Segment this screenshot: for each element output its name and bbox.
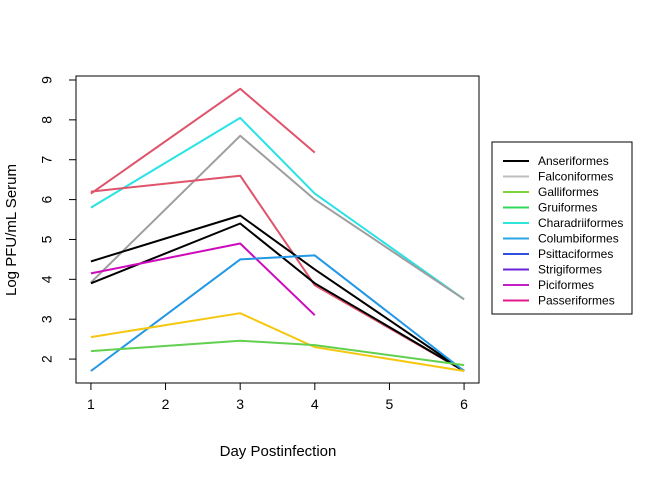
x-axis: 1 2 3 4 5 6 <box>87 382 468 412</box>
y-tick-label: 4 <box>39 275 55 283</box>
legend-item-label: Psittaciformes <box>538 247 613 261</box>
series-line-5 <box>90 214 465 372</box>
series-line-2 <box>90 116 465 301</box>
series-line-1 <box>90 87 316 195</box>
legend-item-label: Galliformes <box>538 185 599 199</box>
x-axis-title: Day Postinfection <box>220 443 337 460</box>
x-tick-label: 4 <box>311 396 319 412</box>
legend-item-label: Charadriiformes <box>538 216 623 230</box>
legend-item-label: Anseriformes <box>538 154 609 168</box>
y-tick-label: 6 <box>39 195 55 203</box>
series-line-7 <box>90 242 316 316</box>
y-tick-label: 9 <box>39 76 55 84</box>
y-axis: 2 3 4 5 6 7 8 9 <box>39 76 77 363</box>
x-tick-label: 3 <box>236 396 244 412</box>
y-tick-label: 3 <box>39 315 55 323</box>
series-line-4 <box>90 174 465 372</box>
y-tick-label: 8 <box>39 116 55 124</box>
y-tick-label: 7 <box>39 156 55 164</box>
series-line-9 <box>90 312 465 372</box>
series-line-6 <box>90 222 465 372</box>
legend-item-label: Piciformes <box>538 278 594 292</box>
y-tick-label: 5 <box>39 235 55 243</box>
series-lines-layer <box>90 87 465 372</box>
x-tick-label: 2 <box>162 396 170 412</box>
x-tick-label: 1 <box>87 396 95 412</box>
y-tick-label: 2 <box>39 355 55 363</box>
series-line-3 <box>90 134 465 301</box>
y-axis-title: Log PFU/mL Serum <box>3 164 20 296</box>
legend-item-label: Passeriformes <box>538 294 615 308</box>
legend-item-label: Strigiformes <box>538 263 602 277</box>
series-line-8 <box>90 254 465 372</box>
legend-item-label: Falconiformes <box>538 170 613 184</box>
x-tick-label: 6 <box>460 396 468 412</box>
series-line-10 <box>90 339 465 367</box>
x-tick-label: 5 <box>386 396 394 412</box>
legend-item-label: Columbiformes <box>538 232 619 246</box>
legend-box <box>491 141 633 315</box>
legend-item-label: Gruiformes <box>538 201 597 215</box>
